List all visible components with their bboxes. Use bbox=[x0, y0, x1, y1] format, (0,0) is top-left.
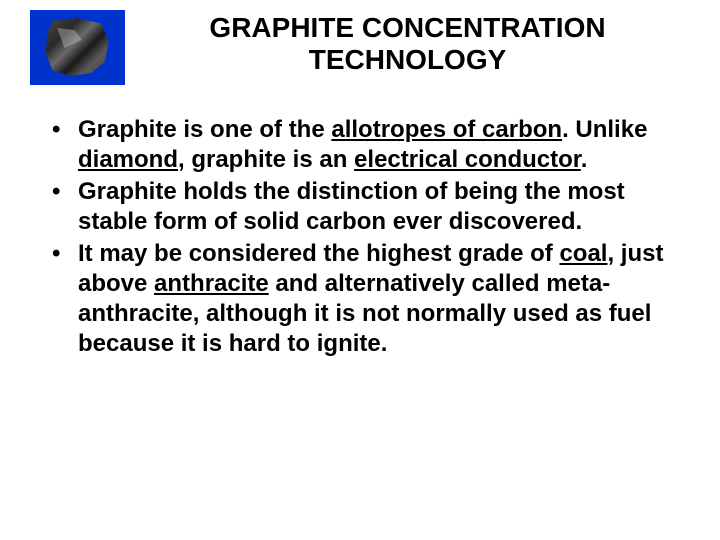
bullet-item: Graphite is one of the allotropes of car… bbox=[50, 115, 690, 175]
bullet-text: Graphite holds the distinction of being … bbox=[78, 178, 625, 235]
bullet-link-text[interactable]: anthracite bbox=[154, 270, 269, 297]
bullet-list: Graphite is one of the allotropes of car… bbox=[50, 115, 690, 359]
bullet-text: . Unlike bbox=[562, 116, 647, 143]
title-line-2: TECHNOLOGY bbox=[309, 44, 507, 75]
bullet-text: Graphite is one of the bbox=[78, 116, 331, 143]
graphite-rock-shape bbox=[42, 18, 112, 76]
slide-title: GRAPHITE CONCENTRATION TECHNOLOGY bbox=[125, 12, 690, 76]
title-container: GRAPHITE CONCENTRATION TECHNOLOGY bbox=[125, 10, 690, 76]
graphite-image bbox=[30, 10, 125, 85]
bullet-text: It may be considered the highest grade o… bbox=[78, 240, 559, 267]
bullet-link-text[interactable]: diamond bbox=[78, 146, 178, 173]
title-line-1: GRAPHITE CONCENTRATION bbox=[209, 12, 605, 43]
bullet-link-text[interactable]: allotropes of carbon bbox=[331, 116, 562, 143]
bullet-text: , graphite is an bbox=[178, 146, 354, 173]
bullet-item: It may be considered the highest grade o… bbox=[50, 239, 690, 359]
bullet-text: . bbox=[581, 146, 588, 173]
slide-header: GRAPHITE CONCENTRATION TECHNOLOGY bbox=[30, 10, 690, 85]
bullet-link-text[interactable]: coal bbox=[559, 240, 607, 267]
bullet-item: Graphite holds the distinction of being … bbox=[50, 177, 690, 237]
slide-content: Graphite is one of the allotropes of car… bbox=[30, 115, 690, 359]
bullet-link-text[interactable]: electrical conductor bbox=[354, 146, 581, 173]
